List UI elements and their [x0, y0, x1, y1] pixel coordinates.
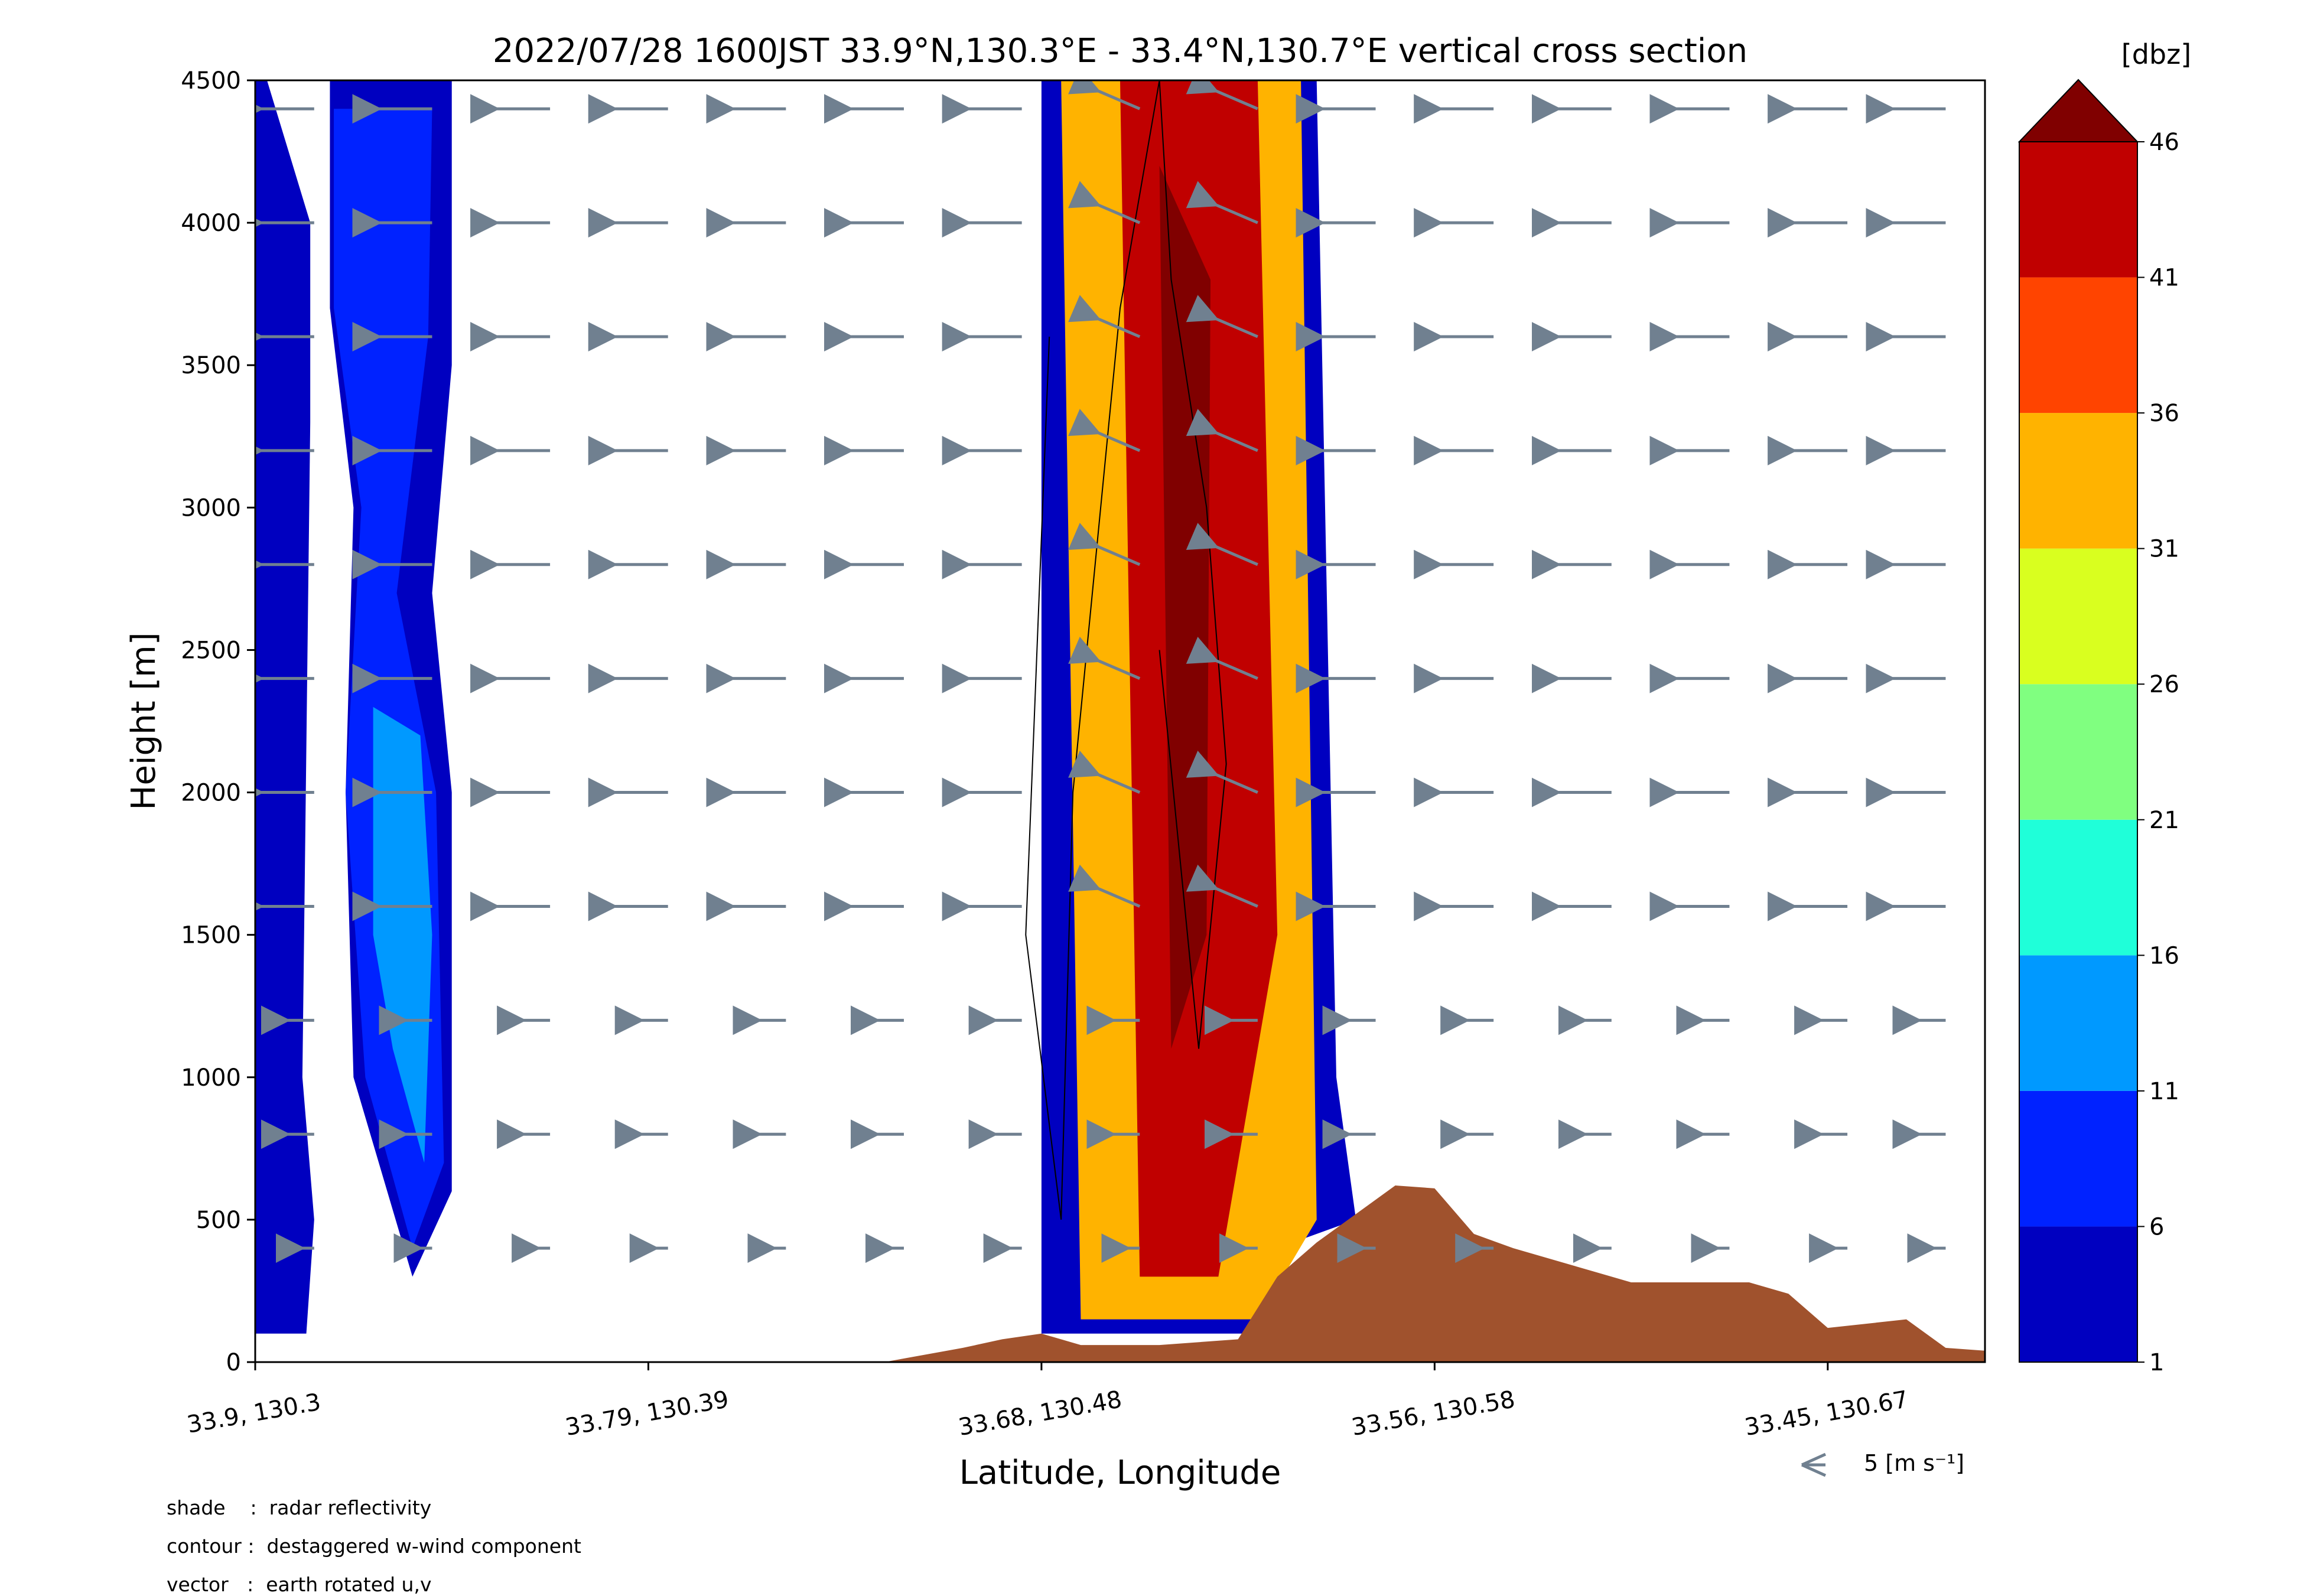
x-axis-ticks: 33.9, 130.3 33.79, 130.39 33.68, 130.48 33.…	[185, 1362, 1910, 1441]
colorbar-tick-label: 1	[2149, 1349, 2164, 1376]
colorbar-tick-label: 26	[2149, 671, 2179, 698]
colorbar-tick-label: 31	[2149, 536, 2179, 563]
wind-vector	[1068, 523, 1141, 566]
reflectivity-core-0	[255, 80, 314, 1334]
note-shade: shade : radar reflectivity	[167, 1496, 432, 1519]
x-axis-label: Latitude, Longitude	[959, 1454, 1281, 1492]
vector-key: 5 [m s⁻¹]	[1801, 1450, 1964, 1477]
colorbar-label: [dbz]	[2121, 38, 2191, 70]
wind-vector	[1068, 750, 1141, 794]
plot-frame	[254, 79, 1986, 1363]
wind-vector	[1068, 295, 1141, 338]
y-tick-label: 2500	[181, 637, 241, 664]
colorbar-extend	[2017, 79, 2139, 142]
y-tick-label: 500	[196, 1207, 241, 1234]
wind-vectors	[255, 80, 1946, 1263]
y-tick-label: 1000	[181, 1064, 241, 1092]
wind-vector	[1068, 636, 1141, 680]
chart-title: 2022/07/28 1600JST 33.9°N,130.3°E - 33.4…	[493, 32, 1747, 70]
colorbar-tick-label: 41	[2149, 265, 2179, 292]
colorbar-frame	[2019, 141, 2138, 1363]
wind-vector	[1186, 409, 1258, 452]
x-tick-label: 33.9, 130.3	[185, 1389, 323, 1439]
wind-vector	[1186, 80, 1258, 110]
reflectivity-shading	[255, 80, 1356, 1334]
x-tick-label: 33.45, 130.67	[1743, 1386, 1911, 1441]
colorbar-segment	[2019, 955, 2137, 1091]
wind-vector	[1068, 409, 1141, 452]
y-tick-label: 3000	[181, 494, 241, 522]
w-contour-4	[1158, 80, 1227, 1049]
colorbar-tick-label: 6	[2149, 1213, 2164, 1240]
y-tick-label: 3500	[181, 352, 241, 379]
wind-vector	[1186, 181, 1258, 224]
y-tick-label: 4500	[181, 67, 241, 95]
colorbar-segment	[2019, 548, 2137, 685]
colorbar-tick-label: 21	[2149, 807, 2179, 834]
y-tick-label: 2000	[181, 780, 241, 807]
y-tick-label: 1500	[181, 922, 241, 949]
y-tick-label: 0	[226, 1349, 241, 1376]
colorbar-segment	[2019, 819, 2137, 956]
colorbar-segment	[2019, 142, 2137, 278]
reflectivity-core-3	[373, 706, 432, 1163]
note-contour: contour : destaggered w-wind component	[167, 1535, 581, 1558]
vector-key-label: 5 [m s⁻¹]	[1864, 1450, 1964, 1476]
y-tick-label: 4000	[181, 210, 241, 237]
wind-vector	[1186, 636, 1258, 680]
wind-vector	[1186, 750, 1258, 794]
colorbar-tick-label: 16	[2149, 942, 2179, 969]
colorbar-segment	[2019, 1090, 2137, 1227]
colorbar-tick-label: 36	[2149, 400, 2179, 427]
wind-vector	[1186, 295, 1258, 338]
terrain-area	[255, 1185, 1985, 1362]
y-axis-ticks: 0 500 1000 1500 2000 2500 3000 3500 4000 4500	[181, 67, 255, 1376]
colorbar-segment	[2019, 684, 2137, 820]
colorbar-segment	[2019, 413, 2137, 549]
w-contour-2	[1025, 80, 1160, 1220]
y-axis-label: Height [m]	[125, 632, 163, 810]
x-tick-label: 33.56, 130.58	[1349, 1386, 1517, 1441]
note-vector: vector : earth rotated u,v	[167, 1573, 432, 1596]
wind-vector	[1068, 80, 1141, 110]
wind-vector	[1186, 864, 1258, 908]
colorbar-tick-label: 46	[2149, 129, 2179, 156]
terrain	[255, 1185, 1985, 1362]
colorbar-segment	[2019, 277, 2137, 413]
plot-area	[255, 80, 1985, 1362]
x-tick-label: 33.68, 130.48	[956, 1386, 1124, 1441]
wind-vector	[1068, 864, 1141, 908]
reflectivity-core-7	[1159, 165, 1211, 1049]
w-contours	[1025, 80, 1227, 1220]
wind-vector	[1186, 523, 1258, 566]
colorbar-tick-label: 11	[2149, 1078, 2179, 1105]
x-tick-label: 33.79, 130.39	[563, 1386, 731, 1441]
colorbar-segment	[2019, 1226, 2137, 1362]
wind-vector	[1068, 181, 1141, 224]
